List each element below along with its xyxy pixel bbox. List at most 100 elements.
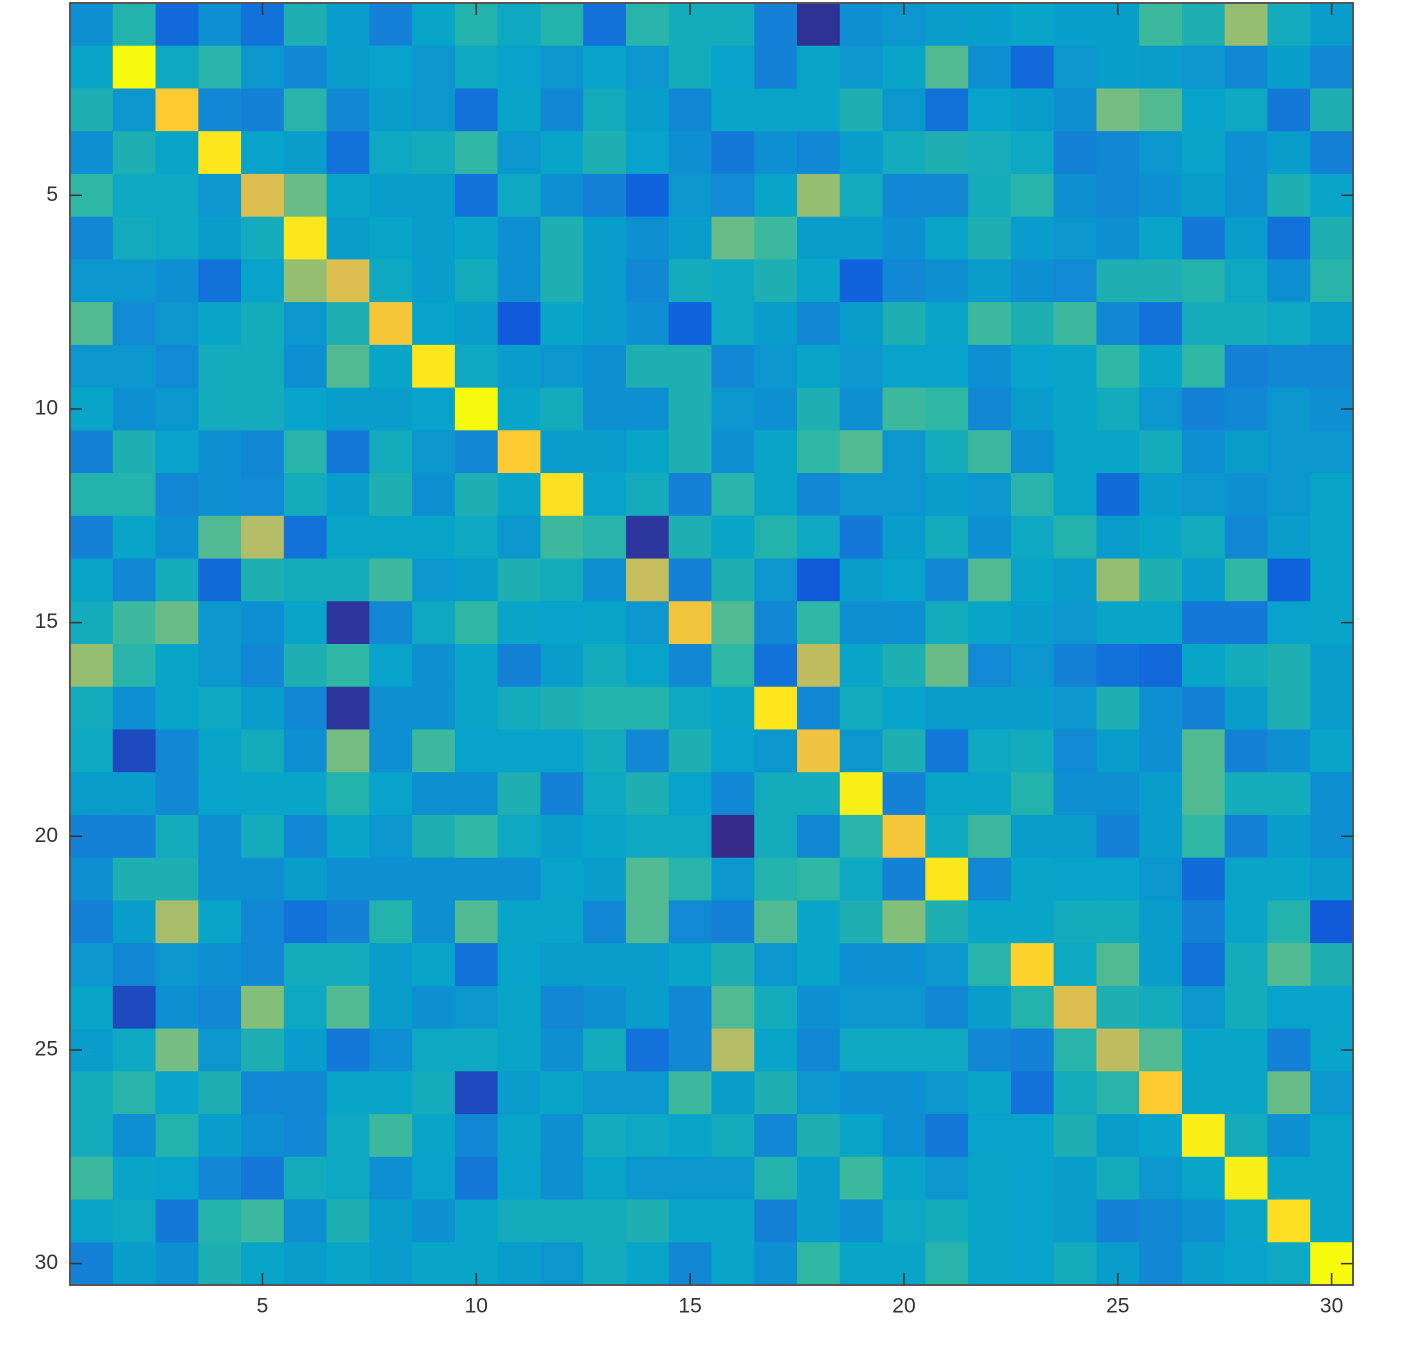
heatmap-cell <box>540 131 584 175</box>
heatmap-cell <box>369 644 413 688</box>
heatmap-cell <box>283 900 328 944</box>
heatmap-cell <box>839 772 884 816</box>
heatmap-cell <box>1096 302 1140 346</box>
heatmap-cell <box>155 1156 199 1201</box>
heatmap-cell <box>1310 644 1354 688</box>
heatmap-cell <box>625 644 670 688</box>
heatmap-cell <box>625 772 670 816</box>
heatmap-cell <box>968 1071 1012 1115</box>
heatmap-cell <box>1053 943 1097 987</box>
heatmap-cell <box>283 1071 328 1115</box>
heatmap-cell <box>1181 814 1226 859</box>
heatmap-cell <box>797 173 841 218</box>
heatmap-cell <box>326 173 370 218</box>
heatmap-cell <box>1267 644 1311 688</box>
heatmap-cell <box>1267 88 1311 132</box>
heatmap-cell <box>711 131 755 175</box>
heatmap-cell <box>1181 216 1226 260</box>
heatmap-cell <box>1139 943 1183 987</box>
heatmap-cell <box>1224 430 1268 474</box>
heatmap-cell <box>497 857 541 901</box>
heatmap-cell <box>497 131 541 175</box>
heatmap-cell <box>711 1028 755 1072</box>
heatmap-cell <box>711 515 755 560</box>
heatmap-cell <box>540 900 584 944</box>
heatmap-cell <box>625 173 670 218</box>
heatmap-cell <box>839 985 884 1030</box>
heatmap-cell <box>1310 473 1354 517</box>
heatmap-cell <box>583 216 627 260</box>
heatmap-cell <box>1010 1028 1055 1072</box>
heatmap-cell <box>540 814 584 859</box>
heatmap-cell <box>754 686 798 730</box>
heatmap-cell <box>668 772 712 816</box>
heatmap-cell <box>1181 45 1226 89</box>
heatmap-cell <box>797 1028 841 1072</box>
heatmap-cell <box>668 131 712 175</box>
heatmap-cell <box>839 1156 884 1201</box>
heatmap-cell <box>711 387 755 431</box>
heatmap-cell <box>540 558 584 602</box>
heatmap-cell <box>283 173 328 218</box>
heatmap-cell <box>1267 729 1311 773</box>
heatmap-cell <box>369 88 413 132</box>
heatmap-cell <box>882 473 926 517</box>
heatmap-cell <box>1139 1114 1183 1158</box>
heatmap-cell <box>583 900 627 944</box>
heatmap-cell <box>797 644 841 688</box>
heatmap-cell <box>112 1114 157 1158</box>
heatmap-cell <box>112 473 157 517</box>
heatmap-cell <box>283 985 328 1030</box>
heatmap-cell <box>112 601 157 645</box>
heatmap-cell <box>454 302 499 346</box>
heatmap-cell <box>625 1114 670 1158</box>
heatmap-cell <box>1224 1156 1268 1201</box>
heatmap-cell <box>797 473 841 517</box>
heatmap-cell <box>1053 473 1097 517</box>
heatmap-cell <box>112 1071 157 1115</box>
heatmap-cell <box>925 131 969 175</box>
heatmap-cell <box>839 173 884 218</box>
heatmap-cell <box>241 1199 285 1243</box>
heatmap-cell <box>326 644 370 688</box>
heatmap-cell <box>583 1114 627 1158</box>
heatmap-cell <box>1053 1028 1097 1072</box>
heatmap-cell <box>839 1199 884 1243</box>
heatmap-cell <box>1010 216 1055 260</box>
heatmap-cell <box>369 814 413 859</box>
heatmap-cell <box>326 814 370 859</box>
heatmap-cell <box>454 1028 499 1072</box>
heatmap-cell <box>326 857 370 901</box>
heatmap-cell <box>540 985 584 1030</box>
heatmap-cell <box>925 985 969 1030</box>
heatmap-cell <box>155 1242 199 1286</box>
heatmap-cell <box>283 473 328 517</box>
heatmap-cell <box>1139 3 1183 47</box>
heatmap-cell <box>925 88 969 132</box>
heatmap-cell <box>70 302 114 346</box>
heatmap-cell <box>1267 259 1311 303</box>
heatmap-cell <box>1053 88 1097 132</box>
heatmap-cell <box>1139 1156 1183 1201</box>
heatmap-cell <box>369 1114 413 1158</box>
x-tick-label: 30 <box>1320 1295 1343 1318</box>
heatmap-cell <box>625 473 670 517</box>
heatmap-cell <box>155 558 199 602</box>
heatmap-cell <box>797 1242 841 1286</box>
x-tick-label: 25 <box>1106 1295 1129 1318</box>
heatmap-cell <box>1310 772 1354 816</box>
heatmap-cell <box>625 387 670 431</box>
heatmap-cell <box>326 45 370 89</box>
heatmap-cell <box>454 686 499 730</box>
heatmap-cell <box>155 45 199 89</box>
heatmap-cell <box>839 729 884 773</box>
heatmap-cell <box>497 1071 541 1115</box>
heatmap-cell <box>155 900 199 944</box>
heatmap-cell <box>283 131 328 175</box>
heatmap-cell <box>882 943 926 987</box>
heatmap-cell <box>1139 686 1183 730</box>
heatmap-cell <box>882 729 926 773</box>
heatmap-cell <box>540 430 584 474</box>
heatmap-cell <box>283 1028 328 1072</box>
heatmap-cell <box>1139 644 1183 688</box>
